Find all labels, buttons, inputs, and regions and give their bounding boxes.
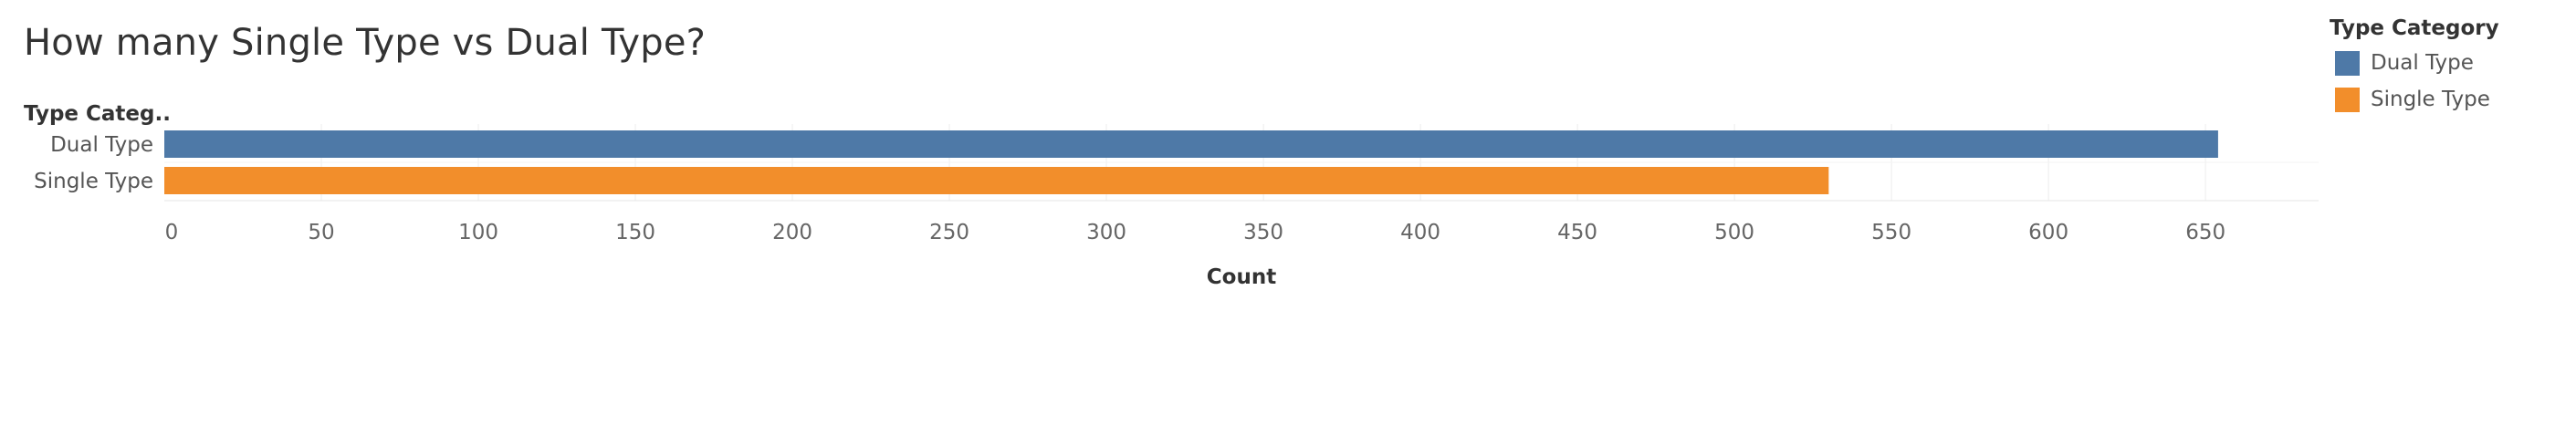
category-label-single-type: Single Type [34,170,153,193]
legend: Type Category Dual Type Single Type [2330,16,2499,122]
bar-dual-type[interactable] [164,130,2218,158]
x-tick-label-200: 200 [772,221,812,244]
x-tick-label-450: 450 [1557,221,1597,244]
legend-label-dual-type: Dual Type [2371,51,2474,75]
x-tick-label-400: 400 [1400,221,1440,244]
legend-label-single-type: Single Type [2371,88,2490,111]
x-tick-label-100: 100 [458,221,498,244]
legend-title: Type Category [2330,16,2499,40]
x-tick-label-0: 0 [165,221,179,244]
x-tick-label-500: 500 [1714,221,1754,244]
legend-swatch-dual-type [2335,50,2360,76]
x-axis-title: Count [1207,265,1276,289]
legend-item-dual-type[interactable]: Dual Type [2335,49,2499,77]
x-tick-label-300: 300 [1086,221,1126,244]
x-tick-label-250: 250 [929,221,969,244]
category-label-dual-type: Dual Type [50,133,153,157]
row-header: Type Categ.. [24,102,171,126]
x-tick-label-650: 650 [2185,221,2225,244]
x-tick-label-350: 350 [1243,221,1283,244]
x-tick-label-50: 50 [308,221,334,244]
legend-swatch-single-type [2335,87,2360,112]
bar-single-type[interactable] [164,167,1829,194]
x-tick-label-150: 150 [615,221,655,244]
x-tick-label-600: 600 [2028,221,2068,244]
chart-title: How many Single Type vs Dual Type? [24,22,707,64]
x-tick-label-550: 550 [1871,221,1911,244]
legend-item-single-type[interactable]: Single Type [2335,86,2499,113]
